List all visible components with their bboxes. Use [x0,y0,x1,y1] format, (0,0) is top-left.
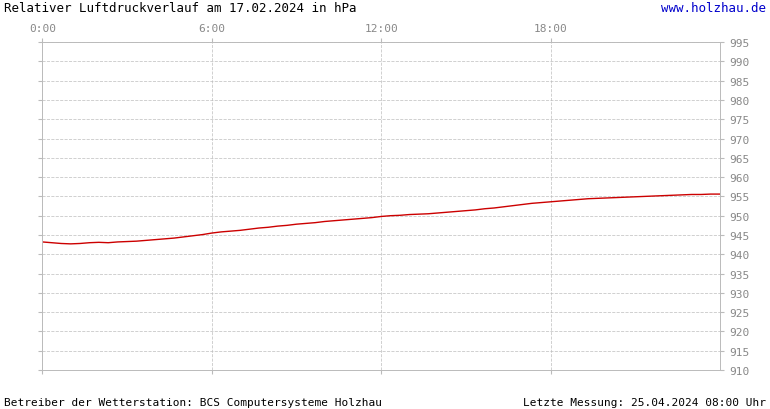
Text: Letzte Messung: 25.04.2024 08:00 Uhr: Letzte Messung: 25.04.2024 08:00 Uhr [523,397,766,407]
Text: Betreiber der Wetterstation: BCS Computersysteme Holzhau: Betreiber der Wetterstation: BCS Compute… [4,397,382,407]
Text: www.holzhau.de: www.holzhau.de [661,2,766,15]
Text: Relativer Luftdruckverlauf am 17.02.2024 in hPa: Relativer Luftdruckverlauf am 17.02.2024… [4,2,357,15]
